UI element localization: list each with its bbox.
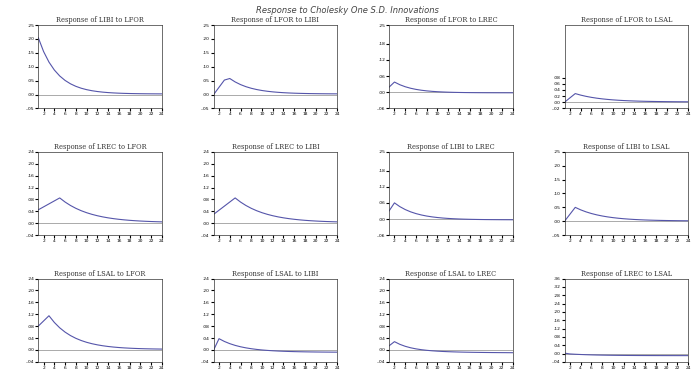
Title: Response of LIBI to LFOR: Response of LIBI to LFOR <box>56 16 144 24</box>
Title: Response of LSAL to LIBI: Response of LSAL to LIBI <box>232 270 318 278</box>
Text: Response to Cholesky One S.D. Innovations: Response to Cholesky One S.D. Innovation… <box>256 6 439 15</box>
Title: Response of LFOR to LREC: Response of LFOR to LREC <box>404 16 497 24</box>
Title: Response of LREC to LIBI: Response of LREC to LIBI <box>231 143 319 151</box>
Title: Response of LIBI to LSAL: Response of LIBI to LSAL <box>583 143 669 151</box>
Title: Response of LREC to LSAL: Response of LREC to LSAL <box>581 270 672 278</box>
Title: Response of LFOR to LIBI: Response of LFOR to LIBI <box>231 16 320 24</box>
Title: Response of LIBI to LREC: Response of LIBI to LREC <box>407 143 495 151</box>
Title: Response of LREC to LFOR: Response of LREC to LFOR <box>54 143 147 151</box>
Title: Response of LSAL to LREC: Response of LSAL to LREC <box>405 270 496 278</box>
Title: Response of LSAL to LFOR: Response of LSAL to LFOR <box>54 270 146 278</box>
Title: Response of LFOR to LSAL: Response of LFOR to LSAL <box>580 16 672 24</box>
